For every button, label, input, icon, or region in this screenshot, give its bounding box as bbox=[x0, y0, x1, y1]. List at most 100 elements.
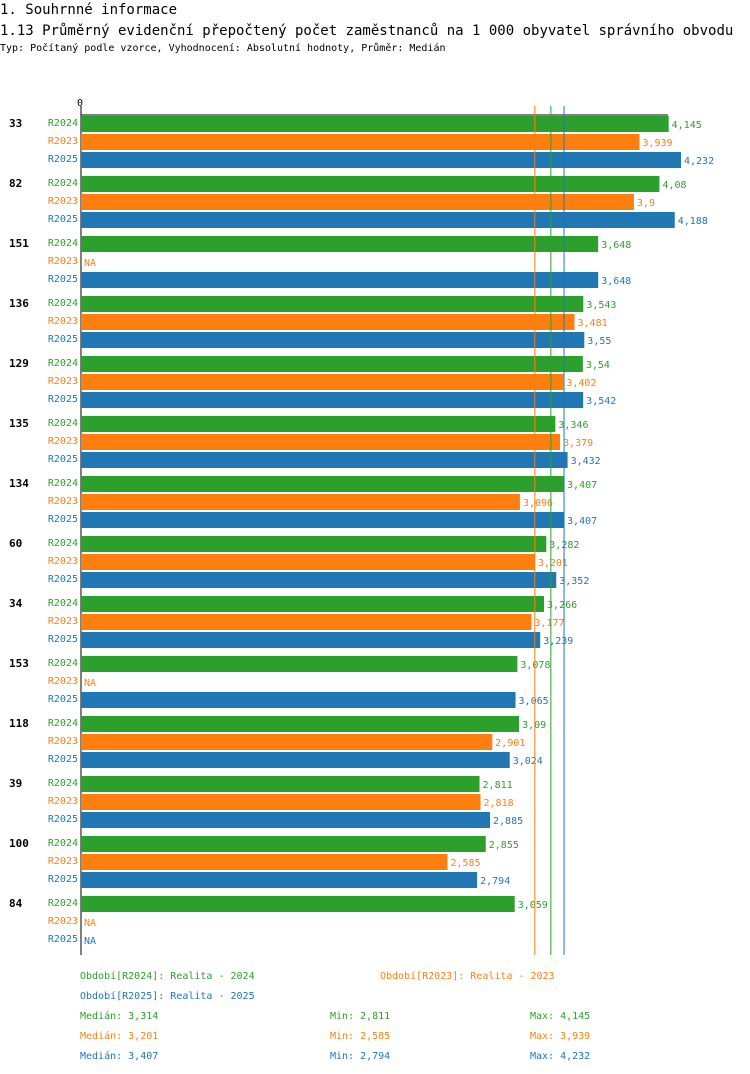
bar bbox=[81, 572, 557, 588]
series-label: R2024 bbox=[48, 838, 78, 849]
data-label: 3,096 bbox=[523, 498, 553, 509]
category-label: 39 bbox=[9, 777, 22, 790]
series-label: R2023 bbox=[48, 316, 78, 327]
data-label: 3,201 bbox=[538, 558, 568, 569]
data-label: 3,54 bbox=[586, 360, 610, 371]
bar bbox=[81, 752, 510, 768]
series-label: R2025 bbox=[48, 754, 78, 765]
category-label: 34 bbox=[9, 597, 23, 610]
bar bbox=[81, 434, 561, 450]
data-label: 2,811 bbox=[483, 780, 513, 791]
series-label: R2024 bbox=[48, 538, 78, 549]
data-label: NA bbox=[84, 918, 96, 929]
series-label: R2025 bbox=[48, 694, 78, 705]
data-label: NA bbox=[84, 258, 96, 269]
series-label: R2023 bbox=[48, 196, 78, 207]
series-label: R2023 bbox=[48, 256, 78, 267]
category-label: 60 bbox=[9, 537, 22, 550]
bar bbox=[81, 512, 565, 528]
bar bbox=[81, 212, 675, 228]
data-label: 3,177 bbox=[534, 618, 564, 629]
legend-item: Období[R2024]: Realita - 2024 bbox=[80, 970, 255, 982]
category-label: 100 bbox=[9, 837, 29, 850]
data-label: 3,09 bbox=[522, 720, 546, 731]
data-label: 3,379 bbox=[563, 438, 593, 449]
bar bbox=[81, 116, 669, 132]
data-label: 3,55 bbox=[587, 336, 611, 347]
data-label: 3,065 bbox=[519, 696, 549, 707]
chart-subtitle: Typ: Počítaný podle vzorce, Vyhodnocení:… bbox=[0, 43, 446, 54]
bar bbox=[81, 494, 520, 510]
bar bbox=[81, 854, 448, 870]
series-label: R2024 bbox=[48, 898, 78, 909]
legend-item: Období[R2025]: Realita - 2025 bbox=[80, 990, 255, 1002]
series-label: R2025 bbox=[48, 334, 78, 345]
stat-max: Max: 3,939 bbox=[530, 1031, 590, 1042]
series-label: R2025 bbox=[48, 814, 78, 825]
stat-min: Min: 2,811 bbox=[330, 1011, 390, 1022]
category-label: 134 bbox=[9, 477, 29, 490]
series-label: R2025 bbox=[48, 574, 78, 585]
bar bbox=[81, 392, 584, 408]
series-label: R2023 bbox=[48, 856, 78, 867]
bar bbox=[81, 596, 545, 612]
data-label: 3,402 bbox=[566, 378, 596, 389]
data-label: 3,352 bbox=[559, 576, 589, 587]
bar bbox=[81, 614, 532, 630]
bar bbox=[81, 656, 518, 672]
category-label: 84 bbox=[9, 897, 23, 910]
bar bbox=[81, 176, 660, 192]
series-label: R2024 bbox=[48, 418, 78, 429]
bar bbox=[81, 536, 547, 552]
series-label: R2024 bbox=[48, 298, 78, 309]
series-label: R2025 bbox=[48, 874, 78, 885]
bar bbox=[81, 776, 480, 792]
category-label: 151 bbox=[9, 237, 29, 250]
bar bbox=[81, 416, 556, 432]
category-label: 135 bbox=[9, 417, 29, 430]
data-label: 2,885 bbox=[493, 816, 523, 827]
series-label: R2023 bbox=[48, 916, 78, 927]
series-label: R2024 bbox=[48, 358, 78, 369]
bar bbox=[81, 836, 486, 852]
bar bbox=[81, 296, 584, 312]
category-label: 33 bbox=[9, 117, 22, 130]
series-label: R2023 bbox=[48, 436, 78, 447]
series-label: R2025 bbox=[48, 514, 78, 525]
chart-header: 1. Souhrnné informace 1.13 Průměrný evid… bbox=[0, 0, 750, 56]
category-label: 136 bbox=[9, 297, 29, 310]
bar bbox=[81, 332, 585, 348]
bar bbox=[81, 716, 520, 732]
bar bbox=[81, 476, 565, 492]
series-label: R2023 bbox=[48, 616, 78, 627]
data-label: 4,188 bbox=[678, 216, 708, 227]
bar bbox=[81, 134, 640, 150]
bar bbox=[81, 194, 634, 210]
stat-min: Min: 2,794 bbox=[330, 1051, 390, 1062]
series-label: R2024 bbox=[48, 178, 78, 189]
series-label: R2024 bbox=[48, 478, 78, 489]
data-label: NA bbox=[84, 678, 96, 689]
series-label: R2025 bbox=[48, 394, 78, 405]
series-label: R2024 bbox=[48, 118, 78, 129]
bar bbox=[81, 356, 583, 372]
stat-median: Medián: 3,314 bbox=[80, 1010, 158, 1022]
series-label: R2025 bbox=[48, 934, 78, 945]
stat-max: Max: 4,145 bbox=[530, 1011, 590, 1022]
series-label: R2024 bbox=[48, 658, 78, 669]
bar bbox=[81, 314, 575, 330]
series-label: R2025 bbox=[48, 274, 78, 285]
series-label: R2023 bbox=[48, 376, 78, 387]
data-label: 2,855 bbox=[489, 840, 519, 851]
series-label: R2025 bbox=[48, 214, 78, 225]
series-label: R2023 bbox=[48, 676, 78, 687]
bar bbox=[81, 272, 599, 288]
bar bbox=[81, 554, 535, 570]
bar bbox=[81, 896, 515, 912]
series-label: R2023 bbox=[48, 496, 78, 507]
stat-max: Max: 4,232 bbox=[530, 1051, 590, 1062]
series-label: R2025 bbox=[48, 634, 78, 645]
series-label: R2024 bbox=[48, 718, 78, 729]
category-label: 82 bbox=[9, 177, 22, 190]
